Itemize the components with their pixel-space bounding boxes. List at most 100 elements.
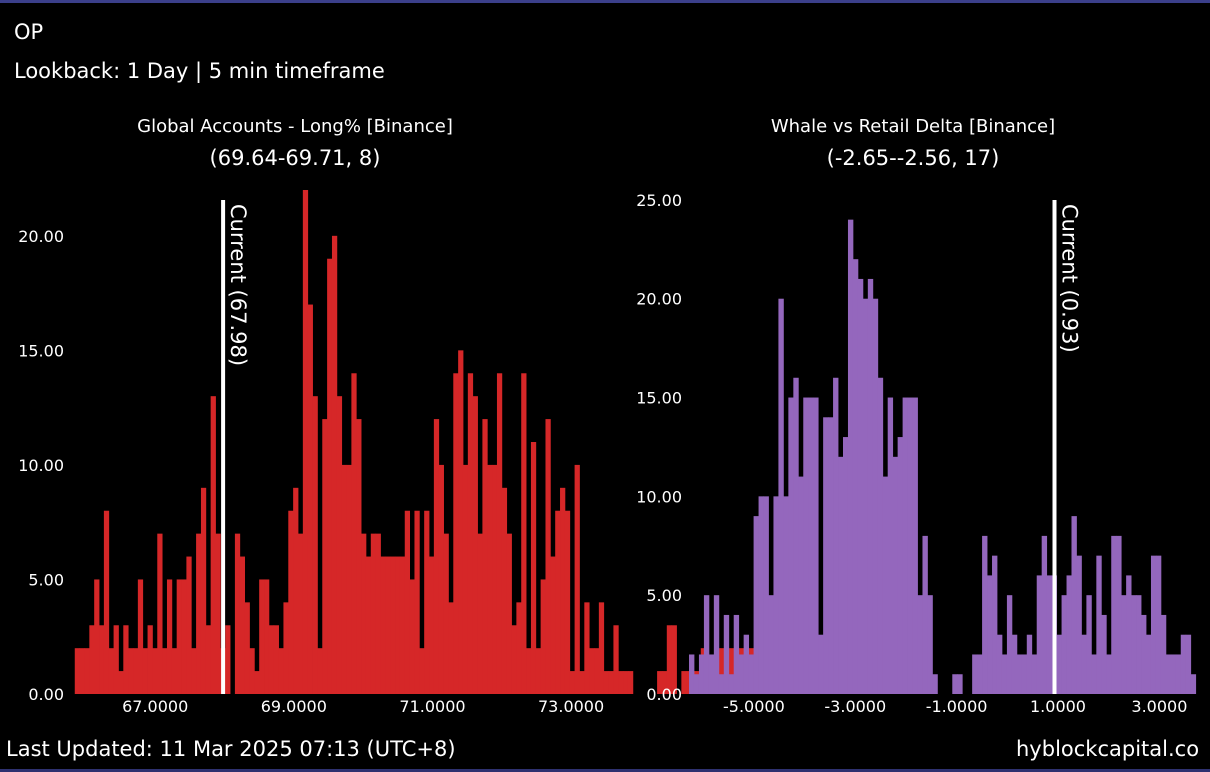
right-bar	[897, 437, 904, 694]
left-bar	[666, 625, 673, 694]
right-bar	[852, 259, 859, 694]
left-bar	[200, 487, 207, 694]
left-current-label: Current (67.98)	[226, 204, 250, 366]
left-bar	[429, 556, 435, 694]
right-bar	[1170, 654, 1177, 694]
right-bar	[708, 654, 715, 694]
left-bar	[458, 350, 464, 694]
left-bar	[419, 648, 425, 694]
left-bar	[545, 419, 551, 694]
right-bar	[917, 595, 923, 694]
left-bar	[186, 556, 192, 694]
right-bar	[763, 496, 769, 694]
left-bar	[584, 602, 590, 694]
right-bar	[798, 476, 804, 694]
right-bar	[703, 595, 710, 694]
left-bar	[108, 648, 114, 694]
left-bar	[395, 556, 401, 694]
left-bar	[215, 533, 221, 694]
right-bar	[902, 397, 908, 694]
symbol-label: OP	[14, 20, 44, 44]
right-bar	[1146, 634, 1152, 694]
right-bar	[728, 674, 735, 694]
left-bar	[477, 533, 483, 694]
right-bar	[738, 654, 745, 694]
right-bar	[1111, 535, 1117, 694]
right-bar	[778, 298, 784, 694]
left-bar	[225, 625, 231, 694]
left-bar	[74, 648, 81, 694]
left-bar	[487, 464, 493, 694]
right-bar	[808, 397, 814, 694]
right-y-tick-label: 15.00	[636, 389, 682, 408]
left-bar	[176, 579, 182, 694]
right-bar	[877, 377, 884, 694]
left-bar	[103, 510, 110, 694]
left-bar	[166, 579, 173, 694]
left-bar	[317, 648, 323, 694]
left-bar	[94, 579, 100, 694]
left-bar	[365, 556, 372, 694]
bottom-border	[0, 769, 1210, 772]
right-bar	[783, 496, 789, 694]
right-bar	[838, 456, 844, 694]
left-bar	[453, 373, 459, 694]
left-bar	[574, 464, 580, 694]
left-bar	[613, 625, 619, 694]
left-bar	[399, 556, 406, 694]
right-bar	[1150, 555, 1157, 694]
left-bar	[84, 648, 90, 694]
left-bar	[511, 625, 517, 694]
right-bar	[1131, 595, 1137, 694]
left-bar	[535, 648, 542, 694]
right-bar	[932, 674, 938, 694]
right-bar	[1006, 595, 1013, 694]
left-x-tick-label: 73.0000	[538, 697, 604, 716]
left-bar	[598, 602, 605, 694]
left-bar	[137, 579, 144, 694]
left-bar	[492, 464, 498, 694]
right-bar	[1096, 555, 1102, 694]
left-bar	[579, 671, 585, 694]
last-updated-label: Last Updated: 11 Mar 2025 07:13 (UTC+8)	[6, 737, 456, 761]
right-bar	[1011, 634, 1018, 694]
right-current-label: Current (0.93)	[1058, 204, 1082, 353]
left-bar	[205, 625, 212, 694]
left-bar	[550, 556, 556, 694]
left-bar	[375, 533, 381, 694]
right-bar	[847, 219, 854, 694]
left-bar	[341, 464, 347, 694]
right-bar	[818, 634, 824, 694]
left-bar	[288, 510, 294, 694]
left-bar	[157, 533, 163, 694]
right-y-tick-label: 20.00	[636, 290, 682, 309]
right-bar	[803, 397, 809, 694]
left-bar	[661, 671, 668, 694]
left-bar	[147, 625, 153, 694]
left-bar	[404, 510, 411, 694]
left-bar	[264, 579, 270, 694]
left-y-tick-label: 0.00	[28, 685, 64, 704]
right-y-tick-label: 10.00	[636, 487, 682, 506]
left-bar	[409, 579, 415, 694]
left-bar	[351, 373, 357, 694]
left-bar	[686, 671, 692, 694]
left-bar	[560, 487, 566, 694]
right-bar	[1016, 654, 1023, 694]
right-bar	[927, 595, 933, 694]
left-bar	[380, 556, 386, 694]
right-bar	[733, 614, 740, 694]
right-x-tick-label: 1.0000	[1030, 697, 1086, 716]
right-bar	[867, 278, 874, 694]
right-bar	[1061, 595, 1067, 694]
right-bar	[1046, 575, 1053, 694]
left-bar	[720, 648, 726, 694]
right-bar	[828, 417, 834, 694]
left-x-tick-label: 67.0000	[122, 697, 188, 716]
left-y-tick-label: 5.00	[28, 571, 64, 590]
left-bar	[123, 625, 129, 694]
right-bar	[1190, 674, 1197, 694]
left-bar	[361, 533, 367, 694]
right-bar	[1121, 595, 1127, 694]
left-bar	[448, 602, 454, 694]
